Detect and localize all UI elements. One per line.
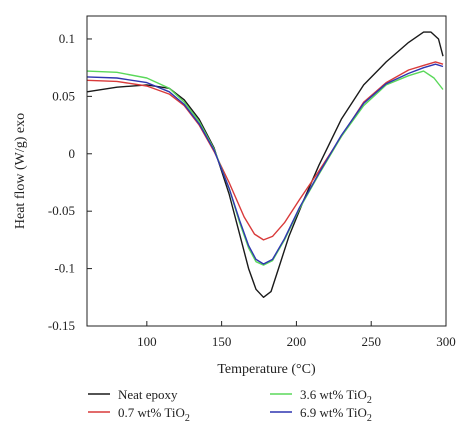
series-line-3 (86, 70, 444, 266)
y-tick-label: -0.15 (48, 318, 75, 333)
y-tick-label: 0.05 (52, 88, 75, 103)
legend-label-4: 6.9 wt% TiO2 (300, 405, 372, 424)
y-tick-label: 0 (69, 146, 76, 161)
plot-layer (86, 31, 444, 298)
y-tick-label: -0.05 (48, 203, 75, 218)
y-tick-label: 0.1 (59, 31, 75, 46)
series-line-4 (86, 63, 444, 265)
x-tick-label: 200 (287, 334, 307, 349)
x-axis-title: Temperature (°C) (217, 362, 316, 377)
y-tick-label: -0.1 (54, 261, 75, 276)
x-tick-label: 150 (212, 334, 232, 349)
legend-label-1: Neat epoxy (118, 387, 178, 402)
series-line-2 (86, 61, 444, 241)
series-line-1 (86, 31, 444, 298)
axis-layer: 100 150 200 250 300 0.1 0.05 0 -0.05 -0.1 -0.15 Tem… (13, 15, 456, 377)
x-tick-label: 250 (361, 334, 381, 349)
legend-label-2: 0.7 wt% TiO2 (118, 405, 190, 424)
x-tick-label: 300 (436, 334, 456, 349)
legend-label-3: 3.6 wt% TiO2 (300, 387, 372, 406)
x-tick-label: 100 (137, 334, 157, 349)
y-axis-title: Heat flow (W/g) exo (13, 113, 28, 229)
plot-frame (86, 15, 447, 327)
